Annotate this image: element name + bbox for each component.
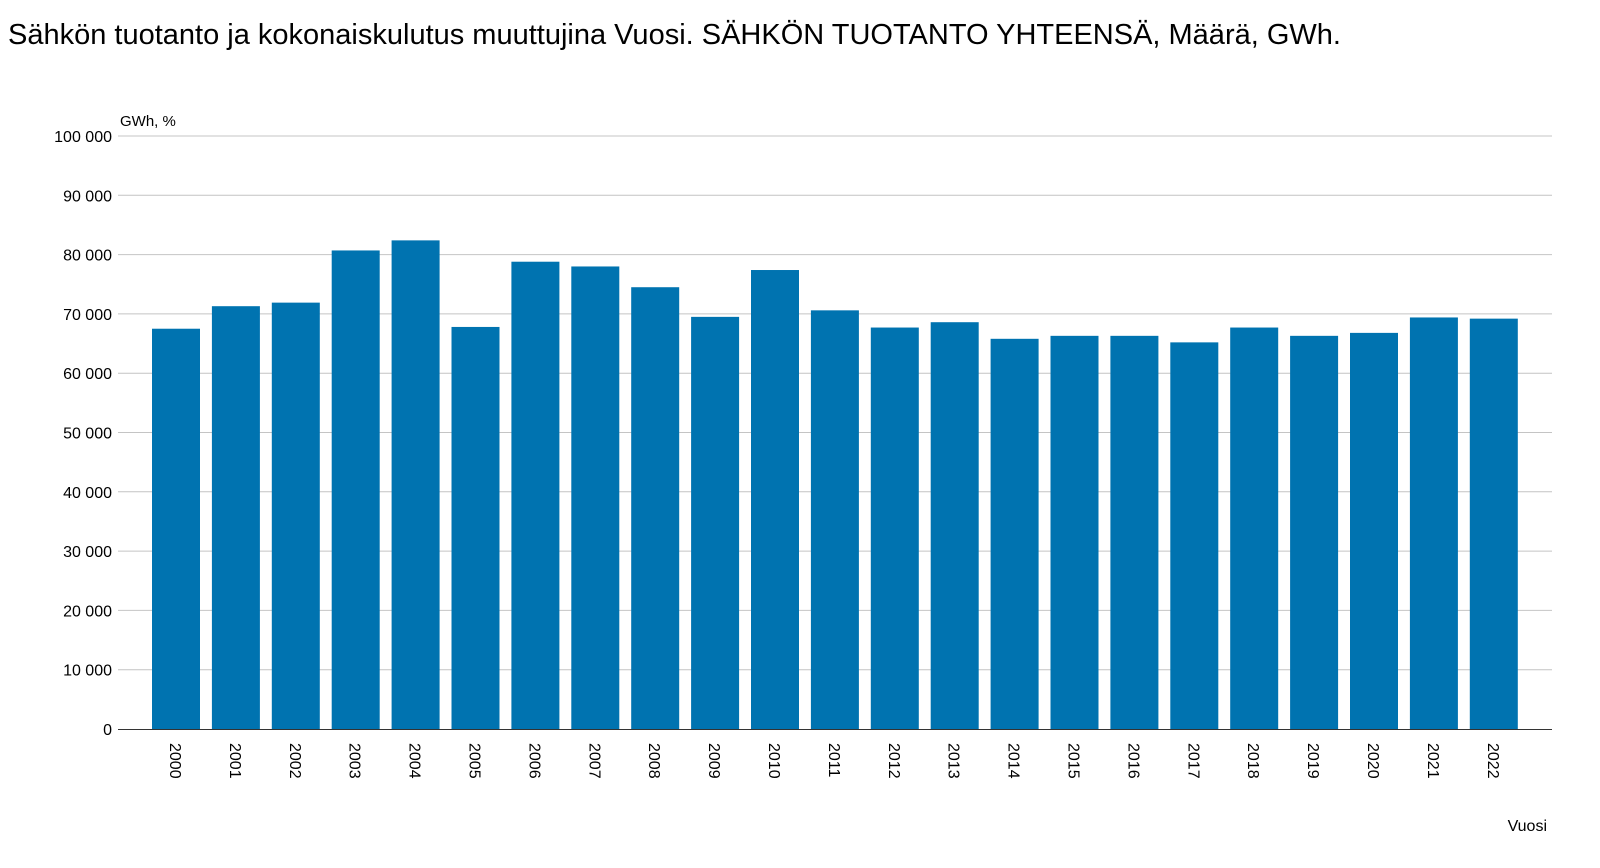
bar-2020 xyxy=(1350,332,1398,729)
y-tick-label: 30 000 xyxy=(63,544,112,561)
y-tick-label: 50 000 xyxy=(63,426,112,443)
bar-2005 xyxy=(451,326,500,729)
x-tick-label: 2005 xyxy=(466,743,483,779)
x-tick-label: 2019 xyxy=(1304,743,1321,779)
x-tick-label: 2009 xyxy=(705,743,722,779)
x-tick-label: 2017 xyxy=(1184,743,1201,779)
y-tick-label: 80 000 xyxy=(63,248,112,265)
x-axis-label: Vuosi xyxy=(1508,818,1547,835)
bar-2007 xyxy=(571,266,620,729)
x-tick-label: 2004 xyxy=(406,743,423,779)
x-tick-label: 2012 xyxy=(885,743,902,779)
x-tick-label: 2016 xyxy=(1124,743,1141,779)
y-tick-label: 90 000 xyxy=(63,188,112,205)
y-tick-label: 60 000 xyxy=(63,366,112,383)
x-tick-label: 2011 xyxy=(825,743,842,778)
bar-2017 xyxy=(1170,342,1219,729)
bar-2011 xyxy=(810,310,859,729)
y-tick-label: 0 xyxy=(103,722,112,739)
x-tick-label: 2021 xyxy=(1424,743,1441,779)
bar-2018 xyxy=(1230,327,1279,729)
bar-2016 xyxy=(1110,335,1159,729)
x-tick-label: 2020 xyxy=(1364,743,1381,779)
x-tick-label: 2001 xyxy=(226,743,243,779)
x-tick-label: 2000 xyxy=(166,743,183,779)
bar-2014 xyxy=(990,338,1039,729)
bar-2022 xyxy=(1469,318,1518,729)
bar-2004 xyxy=(391,240,440,730)
y-tick-label: 70 000 xyxy=(63,307,112,324)
bar-2015 xyxy=(1050,335,1099,729)
bar-2009 xyxy=(691,316,740,729)
x-tick-label: 2007 xyxy=(585,743,602,779)
bar-2012 xyxy=(870,327,919,729)
x-tick-label: 2015 xyxy=(1065,743,1082,779)
bar-2019 xyxy=(1290,335,1339,729)
x-tick-label: 2003 xyxy=(346,743,363,779)
x-tick-label: 2002 xyxy=(286,743,303,779)
x-tick-label: 2022 xyxy=(1484,743,1501,779)
y-axis-ticks: 0 10 000 20 000 30 000 40 000 50 000 60 000 70 … xyxy=(54,129,112,739)
bar-2021 xyxy=(1409,317,1458,729)
x-axis-ticks: 2000 2001 2002 2003 2004 2005 2006 2007 2008 2009… xyxy=(166,743,1501,779)
y-tick-label: 100 000 xyxy=(54,129,112,146)
x-tick-label: 2018 xyxy=(1244,743,1261,779)
bar-2010 xyxy=(751,270,799,729)
bar-2000 xyxy=(152,328,200,729)
bar-2002 xyxy=(271,302,320,729)
y-tick-label: 10 000 xyxy=(63,663,112,680)
y-tick-label: 20 000 xyxy=(63,603,112,620)
bars xyxy=(152,240,1518,730)
x-tick-label: 2008 xyxy=(645,743,662,779)
x-tick-label: 2010 xyxy=(765,743,782,779)
x-tick-label: 2013 xyxy=(945,743,962,779)
chart-title: Sähkön tuotanto ja kokonaiskulutus muutt… xyxy=(8,19,1341,51)
x-tick-label: 2014 xyxy=(1005,743,1022,779)
y-tick-label: 40 000 xyxy=(63,485,112,502)
bar-2003 xyxy=(331,250,380,729)
y-axis-label: GWh, % xyxy=(120,113,176,130)
x-tick-label: 2006 xyxy=(525,743,542,779)
bar-2001 xyxy=(211,306,260,729)
bar-2013 xyxy=(930,322,979,729)
bar-2006 xyxy=(511,261,560,729)
bar-2008 xyxy=(631,287,680,729)
